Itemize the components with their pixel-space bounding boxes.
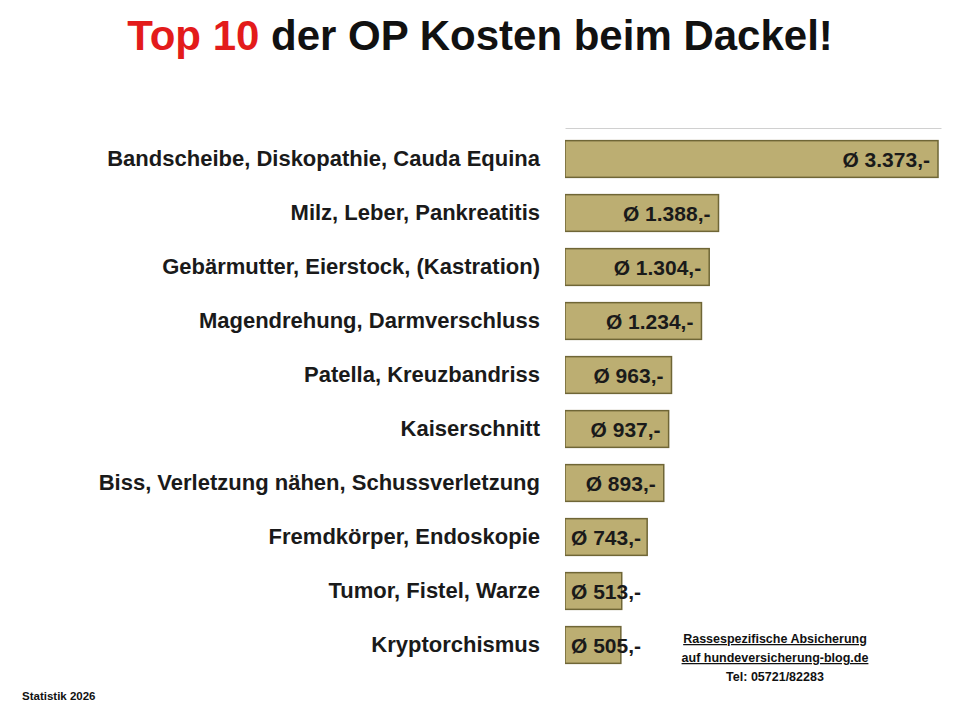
category-label: Bandscheibe, Diskopathie, Cauda Equina (107, 146, 541, 171)
category-label: Tumor, Fistel, Warze (329, 578, 540, 603)
data-label: Ø 513,- (571, 580, 641, 603)
x-axis-line (566, 128, 942, 129)
data-labels: Ø 3.373,- Ø 1.388,- Ø 1.304,- Ø 1.234,- Ø 96… (571, 148, 930, 657)
data-label: Ø 1.388,- (623, 202, 711, 225)
title-word: Dackel! (672, 12, 833, 59)
title-word: OP (336, 12, 408, 59)
x-axis (566, 128, 942, 129)
category-label: Milz, Leber, Pankreatitis (291, 200, 540, 225)
tick: Tumor, Fistel, Warze (329, 578, 540, 603)
title-word: Kosten (408, 12, 562, 59)
title-line: Top 10 der OP Kosten beim Dackel! (127, 12, 833, 59)
annotations: Rassespezifische Absicherung auf hundever… (682, 632, 869, 684)
data-label: Ø 937,- (591, 418, 661, 441)
category-label: Patella, Kreuzbandriss (304, 362, 540, 387)
category-label: Gebärmutter, Eierstock, (Kastration) (162, 254, 540, 279)
tick: Bandscheibe, Diskopathie, Cauda Equina (107, 146, 541, 171)
category-label: Kaiserschnitt (401, 416, 541, 441)
tick: Gebärmutter, Eierstock, (Kastration) (162, 254, 540, 279)
category-label: Kryptorchismus (371, 632, 540, 657)
tick: Magendrehung, Darmverschluss (199, 308, 540, 333)
annotation: Rassespezifische Absicherung (683, 632, 867, 646)
category-label: Biss, Verletzung nähen, Schussverletzung (99, 470, 540, 495)
title-word: beim (562, 12, 672, 59)
annotation: auf hundeversicherung-blog.de (682, 651, 869, 665)
tick: Biss, Verletzung nähen, Schussverletzung (99, 470, 540, 495)
bar (565, 519, 647, 556)
bar (565, 303, 701, 340)
bars (565, 141, 938, 664)
data-label: Ø 963,- (593, 364, 663, 387)
title: Top 10 der OP Kosten beim Dackel! (127, 12, 833, 59)
title-word: Top (127, 12, 201, 59)
data-label: Ø 3.373,- (842, 148, 930, 171)
annotation: Tel: 05721/82283 (726, 670, 824, 684)
data-label: Ø 743,- (571, 526, 641, 549)
title-word: 10 (201, 12, 259, 59)
bar (565, 465, 664, 502)
y-axis: Bandscheibe, Diskopathie, Cauda Equina Mi… (99, 146, 541, 657)
tick: Kaiserschnitt (401, 416, 541, 441)
data-label: Ø 505,- (571, 634, 641, 657)
tick: Fremdkörper, Endoskopie (269, 524, 540, 549)
tick: Kryptorchismus (371, 632, 540, 657)
note: Statistik 2026 (22, 690, 96, 702)
data-label: Ø 1.304,- (614, 256, 702, 279)
tick: Milz, Leber, Pankreatitis (291, 200, 540, 225)
category-label: Fremdkörper, Endoskopie (269, 524, 540, 549)
bar (565, 249, 709, 286)
tick: Patella, Kreuzbandriss (304, 362, 540, 387)
chart: Top 10 der OP Kosten beim Dackel! Bandsch… (0, 0, 960, 720)
data-label: Ø 1.234,- (606, 310, 694, 333)
bar (565, 141, 938, 178)
bar (565, 195, 718, 232)
data-label: Ø 893,- (586, 472, 656, 495)
bar (565, 357, 671, 394)
category-label: Magendrehung, Darmverschluss (199, 308, 540, 333)
title-word: der (259, 12, 336, 59)
bar (565, 411, 669, 448)
